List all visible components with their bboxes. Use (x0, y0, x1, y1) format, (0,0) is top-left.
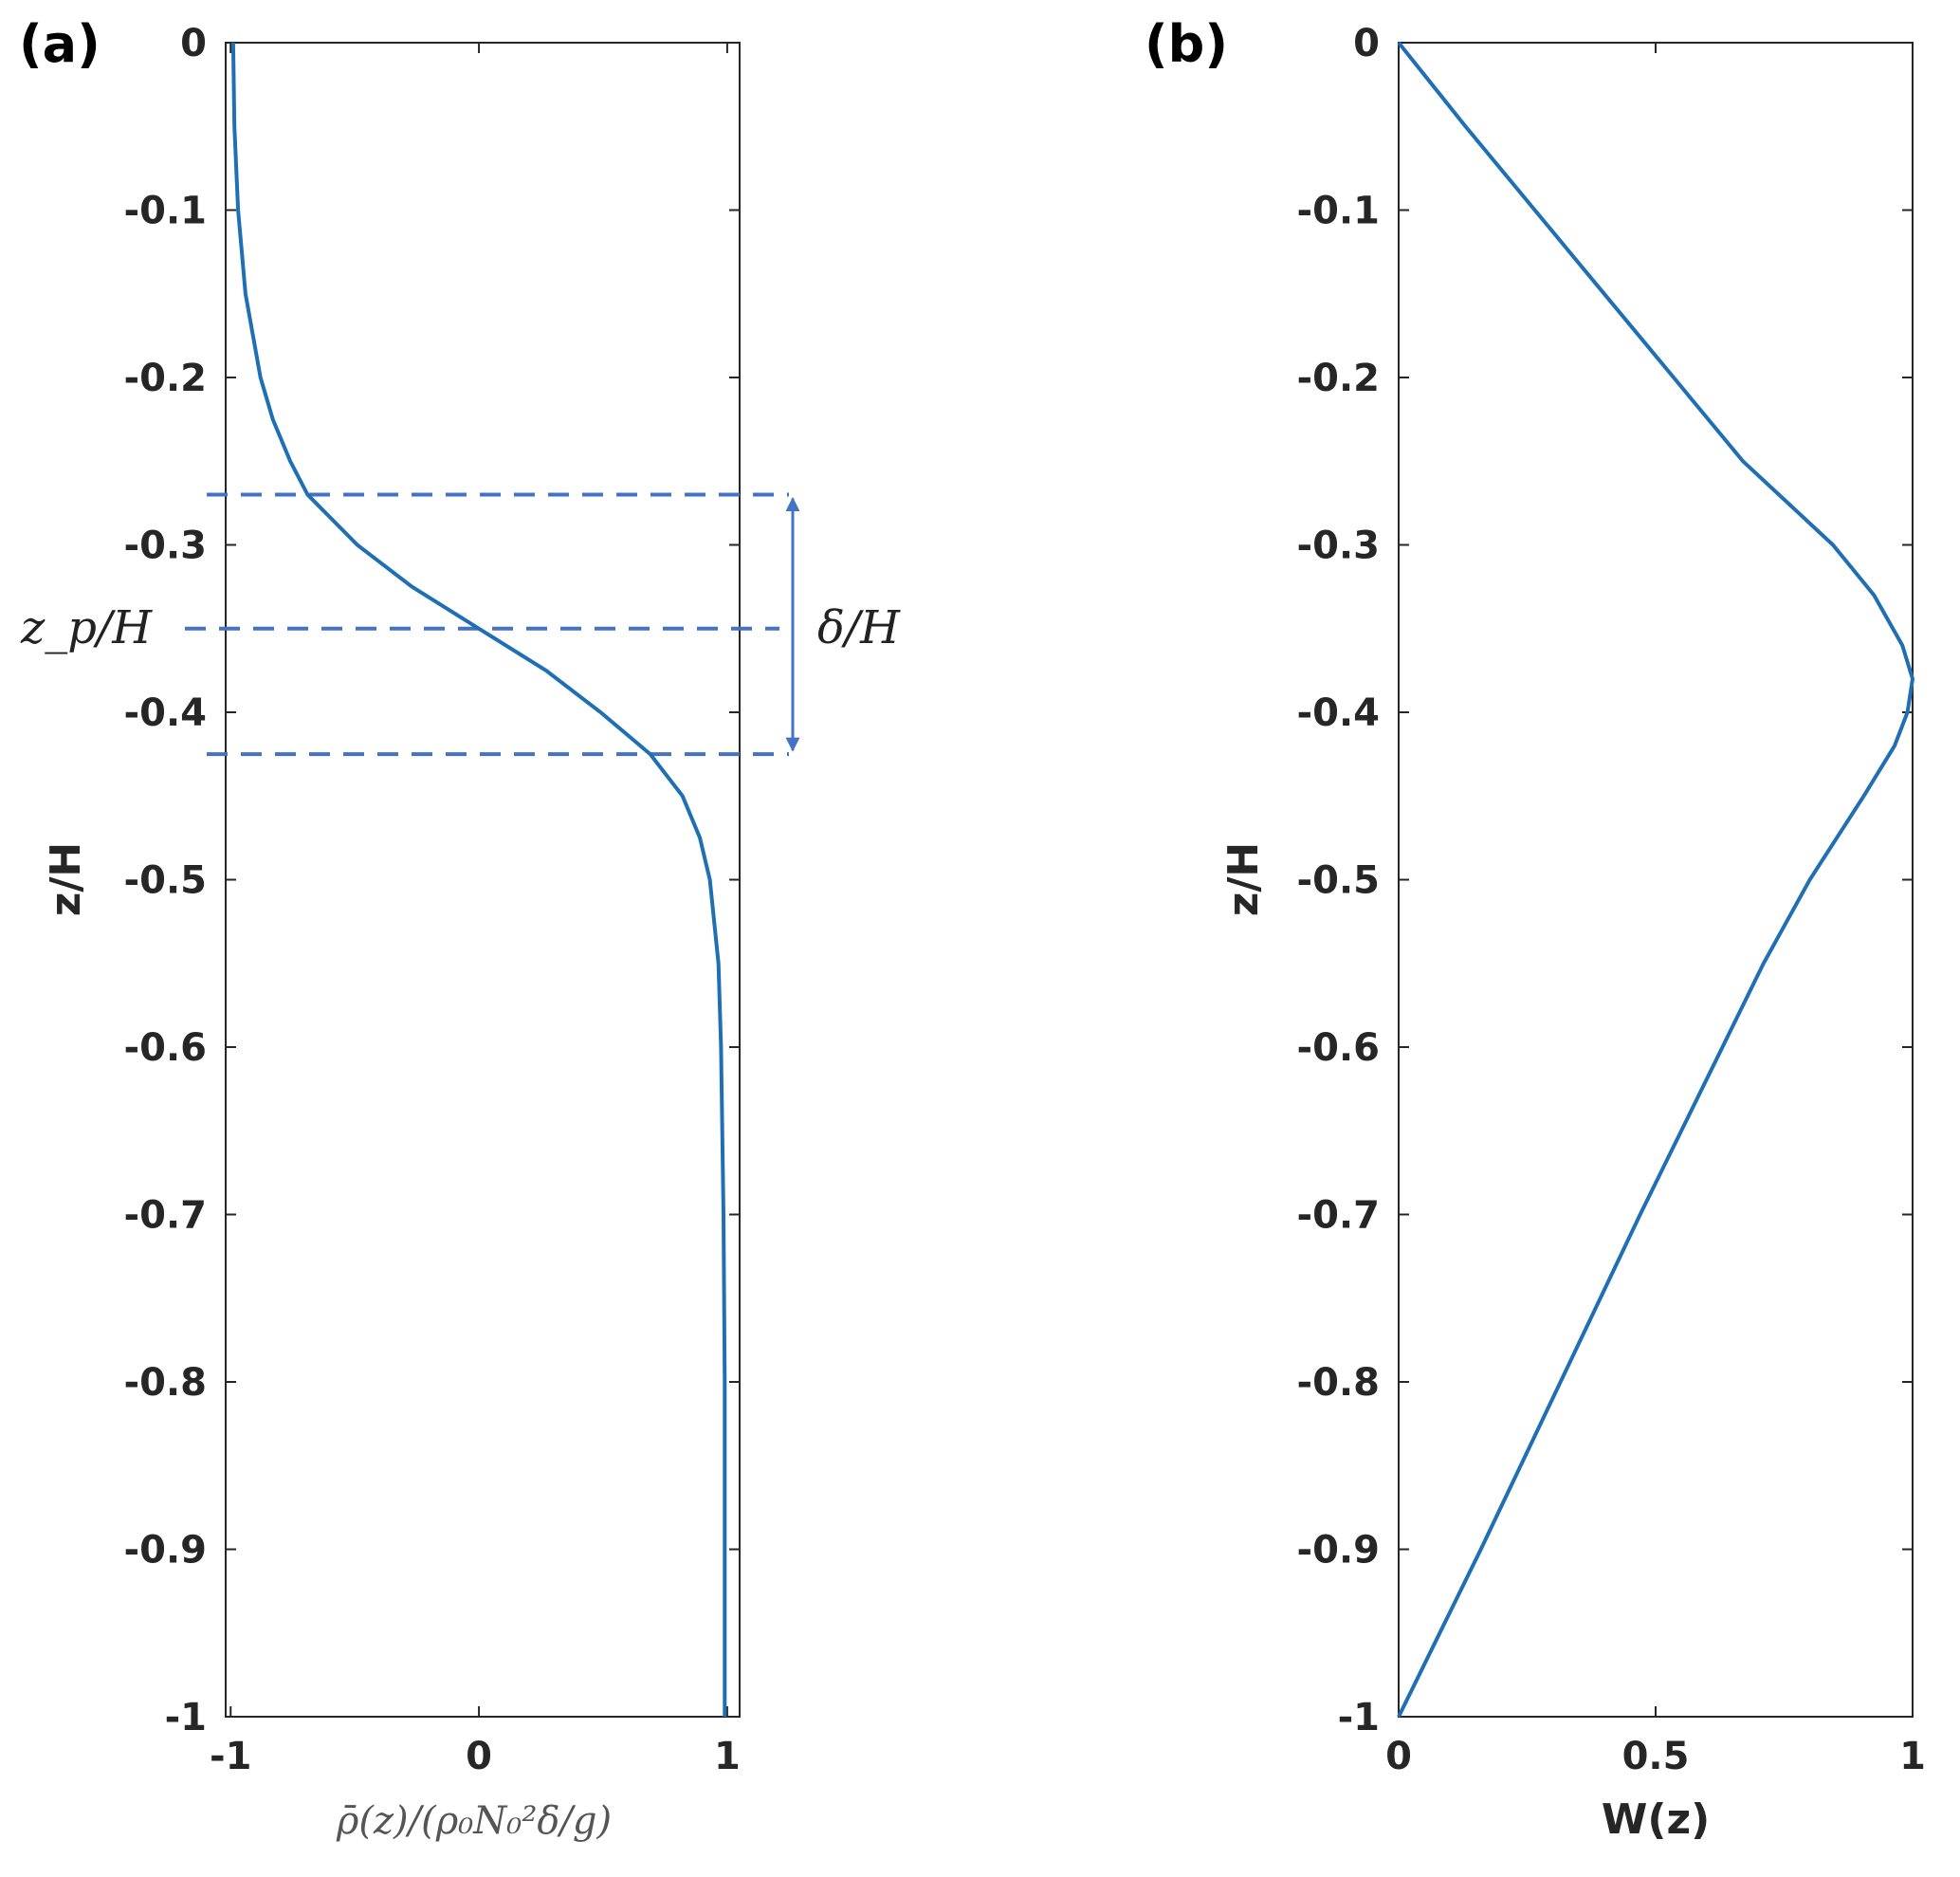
panel-a-x-ticks: -1 0 1 (210, 43, 741, 1778)
panel-a-ytick-label: -0.4 (124, 691, 207, 735)
panel-a-xtick-label: 1 (714, 1735, 741, 1778)
panel-b-ytick-label: -0.8 (1297, 1361, 1380, 1405)
panel-a-y-ticks: 0 -0.1 -0.2 -0.3 -0.4 -0.5 -0.6 -0.7 -0.8 -0.9 -1 (124, 22, 740, 1739)
panel-b-xtick-label: 0 (1385, 1735, 1412, 1778)
panel-a-axes-box (225, 42, 741, 1718)
panel-a-ytick-label: -0.2 (124, 357, 207, 400)
panel-b-ytick-label: 0 (1353, 22, 1380, 65)
panel-a-ytick-label: -0.7 (124, 1194, 207, 1238)
panel-a-ytick-label: -0.3 (124, 524, 207, 568)
panel-b-ytick-label: -0.7 (1297, 1194, 1380, 1238)
panel-b-y-ticks: 0 -0.1 -0.2 -0.3 -0.4 -0.5 -0.6 -0.7 -0.8 -0.9 -1 (1297, 22, 1913, 1739)
panel-b-xtick-label: 0.5 (1622, 1735, 1690, 1778)
panel-a-ylabel: z/H (42, 842, 90, 917)
panel-b: (b) 0 -0.1 -0.2 -0.3 -0.4 -0.5 -0.6 -0.7 -0.8 -0.… (1145, 14, 1926, 1844)
panel-a-ytick-label: 0 (180, 22, 207, 65)
delta-label: δ/H (817, 601, 901, 654)
panel-b-label: (b) (1145, 14, 1228, 74)
panel-a-ytick-label: -0.1 (124, 190, 207, 233)
panel-a-ytick-label: -0.9 (124, 1529, 207, 1573)
panel-b-ytick-label: -0.6 (1297, 1026, 1380, 1070)
panel-b-xlabel: W(z) (1602, 1795, 1710, 1844)
panel-a-xlabel: ρ̄(z)/(ρ₀N₀²δ/g) (336, 1799, 612, 1843)
panel-b-ytick-label: -1 (1338, 1696, 1380, 1739)
panel-b-ytick-label: -0.3 (1297, 524, 1380, 568)
panel-a-ytick-label: -0.5 (124, 859, 207, 903)
zp-label: z_p/H (20, 601, 153, 654)
panel-b-ytick-label: -0.5 (1297, 859, 1380, 903)
panel-b-axes-box (1398, 42, 1914, 1718)
panel-b-ytick-label: -0.9 (1297, 1529, 1380, 1573)
panel-b-xtick-label: 1 (1899, 1735, 1926, 1778)
panel-a-ytick-label: -0.8 (124, 1361, 207, 1405)
panel-a-xtick-label: 0 (466, 1735, 492, 1778)
panel-a-annotations (185, 492, 800, 757)
panel-a-xtick-label: -1 (210, 1735, 251, 1778)
panel-a-density-curve (230, 42, 727, 1717)
panel-a: (a) 0 -0.1 -0.2 -0.3 -0.4 -0.5 -0.6 -0.7 -0.8 -0.… (19, 14, 901, 1843)
panel-a-ytick-label: -1 (165, 1696, 207, 1739)
panel-a-label: (a) (19, 14, 101, 74)
panel-b-w-curve (1397, 41, 1915, 1718)
panel-a-ytick-label: -0.6 (124, 1026, 207, 1070)
panel-b-ytick-label: -0.1 (1297, 190, 1380, 233)
panel-b-ytick-label: -0.4 (1297, 691, 1380, 735)
panel-b-ytick-label: -0.2 (1297, 357, 1380, 400)
panel-b-x-ticks: 0 0.5 1 (1385, 43, 1926, 1778)
panel-b-ylabel: z/H (1219, 842, 1268, 917)
